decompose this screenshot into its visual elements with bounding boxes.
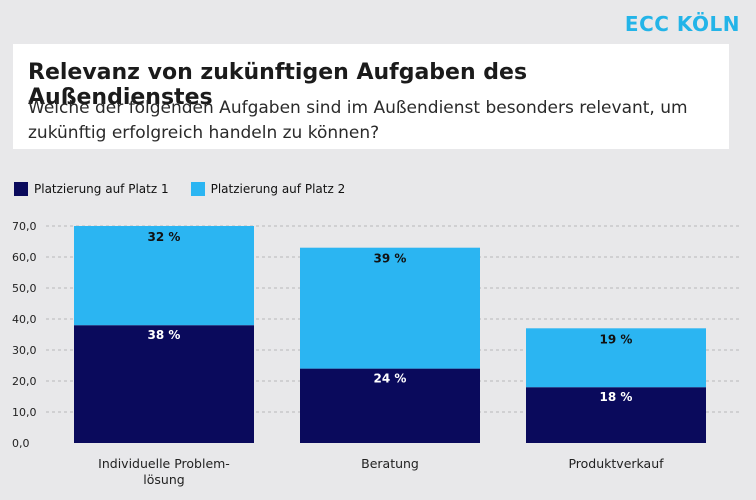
- data-label: 24 %: [374, 372, 407, 386]
- y-tick-label: 30,0: [12, 344, 37, 357]
- y-tick-label: 70,0: [12, 220, 37, 233]
- legend-swatch-series-2: [190, 182, 205, 196]
- category-label: Beratung: [361, 456, 419, 471]
- bar-segment-series-1: [526, 387, 706, 443]
- y-tick-label: 40,0: [12, 313, 37, 326]
- legend-label-series-2: Platzierung auf Platz 2: [210, 182, 346, 196]
- bar-segment-series-1: [300, 368, 480, 443]
- brand-logo: ECC KÖLN: [624, 12, 740, 36]
- y-tick-label: 20,0: [12, 375, 37, 388]
- chart-title: Relevanz von zukünftigen Aufgaben des Au…: [28, 60, 528, 110]
- legend-item-series-2: Platzierung auf Platz 2: [190, 182, 346, 196]
- y-tick-label: 50,0: [12, 282, 37, 295]
- bar-segment-series-2: [74, 226, 254, 326]
- bar-segment-series-2: [300, 247, 480, 369]
- data-label: 19 %: [600, 332, 633, 346]
- data-label: 39 %: [374, 252, 407, 266]
- category-label: Produktverkauf: [568, 456, 664, 471]
- legend-item-series-1: Platzierung auf Platz 1: [14, 182, 169, 196]
- y-tick-label: 60,0: [12, 251, 37, 264]
- legend-label-series-1: Platzierung auf Platz 1: [34, 182, 169, 196]
- chart-subtitle: Welche der folgenden Aufgaben sind im Au…: [28, 96, 718, 146]
- bar-segment-series-1: [74, 325, 254, 443]
- legend: Platzierung auf Platz 1 Platzierung auf …: [14, 178, 367, 200]
- bar-segment-series-2: [526, 328, 706, 388]
- category-label: lösung: [143, 472, 184, 487]
- y-tick-label: 0,0: [12, 437, 30, 450]
- category-label: Individuelle Problem-: [98, 456, 230, 471]
- data-label: 38 %: [148, 328, 181, 342]
- data-label: 32 %: [148, 230, 181, 244]
- subtitle-line-1: Welche der folgenden Aufgaben sind im Au…: [28, 98, 688, 118]
- title-card: Relevanz von zukünftigen Aufgaben des Au…: [13, 44, 729, 149]
- y-tick-label: 10,0: [12, 406, 37, 419]
- data-label: 18 %: [600, 390, 633, 404]
- legend-swatch-series-1: [14, 182, 28, 196]
- subtitle-line-2: zukünftig erfolgreich handeln zu können?: [28, 123, 380, 143]
